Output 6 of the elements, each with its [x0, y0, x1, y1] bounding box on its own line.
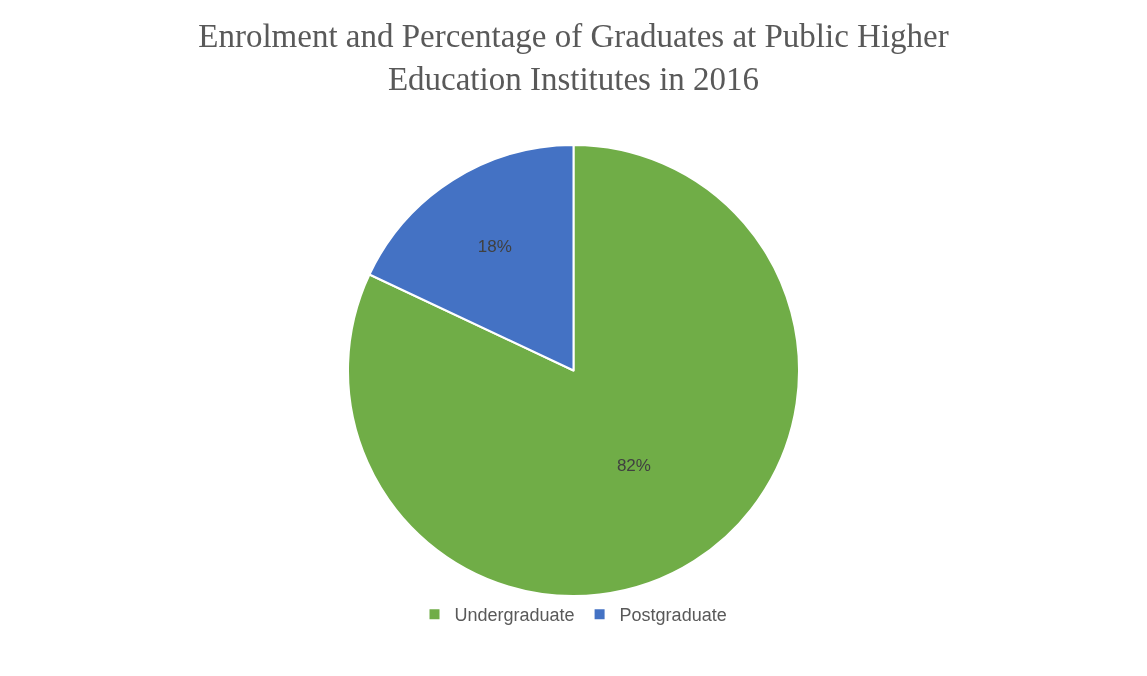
- data-label: 82%: [616, 456, 651, 476]
- pie-slice: [347, 144, 800, 597]
- data-label: 18%: [477, 237, 512, 257]
- chart-title: Enrolment and Percentage of Graduates at Public Higher Education Institutes in 2016: [198, 18, 949, 98]
- legend-label: Undergraduate: [454, 605, 575, 626]
- legend-label: Postgraduate: [619, 605, 727, 626]
